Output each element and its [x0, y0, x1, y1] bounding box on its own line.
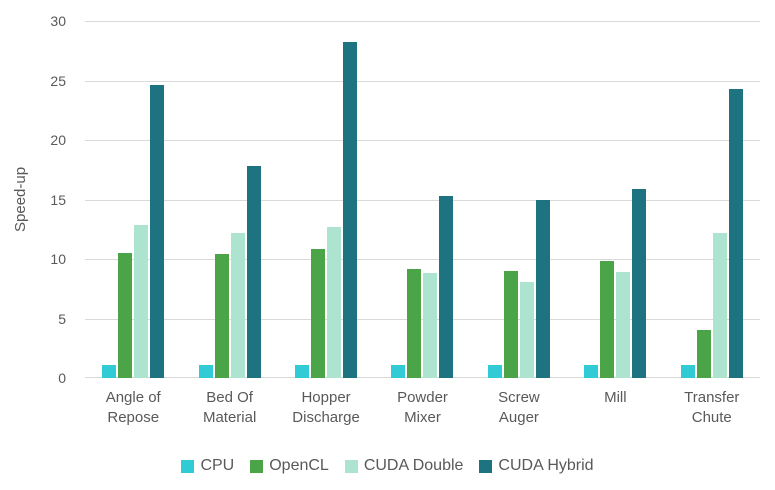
legend-item-cpu: CPU [181, 457, 234, 475]
bar-cuda-double [327, 226, 342, 378]
bar-group [567, 21, 663, 378]
bar-opencl [600, 261, 615, 378]
bar-cuda-hybrid [728, 88, 743, 378]
bar-cuda-double [423, 273, 438, 378]
bar-cpu [584, 364, 599, 378]
y-tick-label: 20 [50, 132, 66, 148]
x-tick-label: Bed Of Material [181, 388, 277, 428]
x-axis-labels: Angle of Repose Bed Of Material Hopper Discha… [85, 388, 760, 434]
gridline [85, 318, 760, 320]
bar-cpu [487, 364, 502, 378]
legend: CPU OpenCL CUDA Double CUDA Hybrid [0, 454, 775, 478]
bar-cpu [198, 364, 213, 378]
bar-cuda-double [712, 232, 727, 378]
bar-group [471, 21, 567, 378]
x-tick-label-line: Repose [107, 409, 160, 426]
bar-group [374, 21, 470, 378]
bar-opencl [503, 270, 518, 378]
x-tick-label: Powder Mixer [374, 388, 470, 428]
bar-cuda-double [616, 272, 631, 378]
bar-cuda-hybrid [246, 166, 261, 378]
bar-group [85, 21, 181, 378]
legend-label: CPU [200, 457, 235, 474]
bar-cuda-hybrid [150, 85, 165, 378]
x-tick-label-line: Auger [498, 409, 539, 426]
bar-cuda-double [519, 281, 534, 378]
y-tick-label: 15 [50, 191, 66, 208]
plot-area [85, 21, 760, 378]
bar-cuda-hybrid [632, 188, 647, 378]
y-tick-label: 30 [50, 13, 66, 29]
legend-item-cuda-double: CUDA Double [344, 457, 464, 475]
bar-group [181, 21, 277, 378]
bar-cuda-hybrid [439, 195, 454, 378]
y-tick-label: 10 [50, 251, 66, 267]
x-tick-label: Angle of Repose [85, 388, 181, 428]
x-tick-label: Transfer Chute [664, 388, 760, 428]
gridline [85, 140, 760, 141]
gridline [85, 199, 760, 201]
x-tick-label-line: Mixer [404, 409, 441, 426]
bar-cpu [102, 364, 117, 378]
legend-swatch [250, 459, 264, 473]
y-axis-ticks: 0 5 10 15 20 25 30 [0, 0, 70, 490]
legend-label: CUDA Double [363, 457, 464, 474]
gridline [85, 21, 760, 22]
x-tick-label-line: Material [202, 409, 257, 426]
legend-label: CUDA Hybrid [498, 457, 594, 474]
legend-swatch [344, 459, 358, 473]
gridline [85, 80, 760, 82]
x-tick-label-line: Transfer [684, 389, 740, 406]
x-tick-label-line: Bed Of [206, 389, 253, 406]
y-tick-label: 25 [50, 72, 66, 89]
x-tick-label-line: Angle of [105, 389, 161, 406]
legend-swatch [181, 459, 195, 473]
gridline [85, 259, 760, 260]
x-tick-label: Screw Auger [471, 388, 567, 428]
x-tick-label: Hopper Discharge [278, 388, 374, 428]
bar-cuda-hybrid [535, 199, 550, 378]
x-tick-label-line: Screw [498, 389, 540, 406]
bar-opencl [407, 268, 422, 378]
legend-swatch [479, 459, 493, 473]
y-tick-label: 0 [58, 370, 66, 386]
x-tick-label-line: Hopper [301, 389, 351, 406]
legend-item-opencl: OpenCL [250, 457, 329, 475]
bar-opencl [696, 330, 711, 378]
bar-cuda-double [230, 232, 245, 378]
x-tick-label-line: Mill [604, 389, 627, 406]
legend-label: OpenCL [269, 457, 329, 474]
bar-opencl [118, 253, 133, 378]
bar-cpu [295, 364, 310, 378]
y-tick-label: 5 [58, 310, 66, 327]
bar-opencl [311, 249, 326, 378]
gridline [85, 377, 760, 378]
bar-cpu [680, 364, 695, 378]
x-tick-label-line: Powder [397, 389, 448, 406]
x-tick-label-line: Chute [691, 409, 732, 426]
x-tick-label: Mill [567, 388, 663, 408]
bar-group [664, 21, 760, 378]
bar-group [278, 21, 374, 378]
bar-cuda-double [134, 224, 149, 378]
legend-item-cuda-hybrid: CUDA Hybrid [479, 457, 594, 475]
x-tick-label-line: Discharge [292, 409, 360, 426]
bar-opencl [214, 254, 229, 378]
bar-cuda-hybrid [343, 42, 358, 378]
bar-cpu [391, 364, 406, 378]
